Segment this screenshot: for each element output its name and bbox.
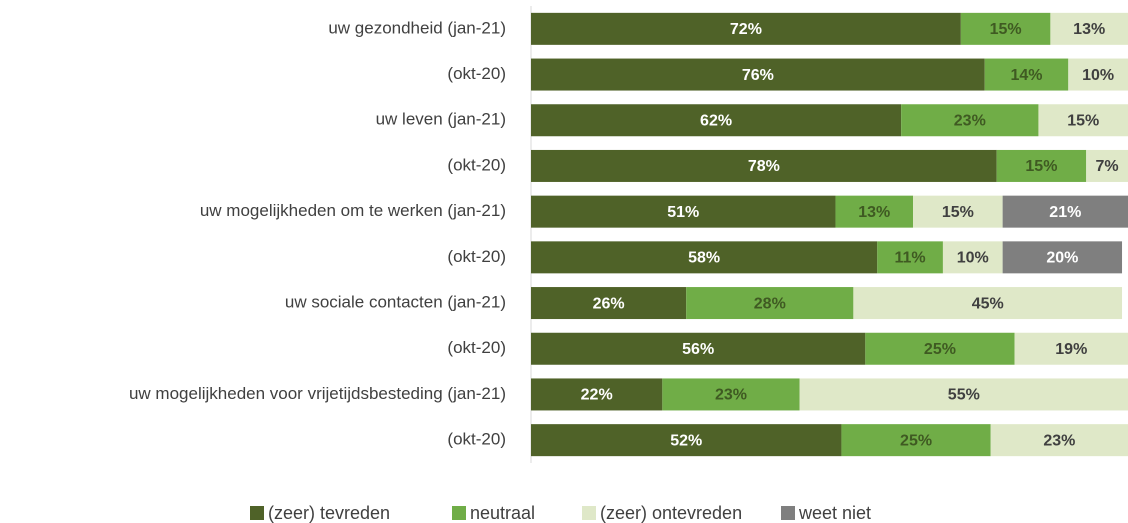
value-label: 25% [900, 432, 932, 449]
value-label: 7% [1096, 158, 1119, 175]
category-label: uw leven (jan-21) [376, 110, 506, 129]
bar-segment [531, 424, 842, 457]
bar-segment [984, 58, 1069, 91]
value-label: 15% [1025, 158, 1057, 175]
value-label: 78% [748, 158, 780, 175]
value-label: 58% [688, 250, 720, 267]
category-label: (okt-20) [447, 247, 506, 266]
bar-segment [1002, 241, 1123, 274]
bar-segment [799, 378, 1128, 411]
value-label: 10% [1082, 67, 1114, 84]
value-label: 22% [581, 387, 613, 404]
value-label: 10% [957, 250, 989, 267]
bar-segment [1068, 58, 1128, 91]
category-label: (okt-20) [447, 155, 506, 174]
value-label: 23% [1043, 432, 1075, 449]
value-label: 11% [895, 250, 926, 267]
value-label: 13% [858, 204, 890, 221]
bar-segment [531, 195, 836, 228]
value-label: 25% [924, 341, 956, 358]
category-label: uw mogelijkheden om te werken (jan-21) [200, 201, 506, 220]
legend-label: weet niet [798, 503, 871, 523]
value-label: 20% [1046, 250, 1078, 267]
category-label: (okt-20) [447, 338, 506, 357]
bar-segment [835, 195, 914, 228]
bar-segment [996, 149, 1087, 182]
bar-segment [901, 104, 1039, 137]
bar-segment [913, 195, 1003, 228]
bar-segment [942, 241, 1003, 274]
bar-segment [531, 58, 985, 91]
bar-segment [1002, 195, 1128, 228]
value-label: 72% [730, 21, 762, 38]
bar-segment [1050, 12, 1128, 45]
bar-segment [686, 287, 854, 320]
legend-swatch [452, 506, 466, 520]
category-label: uw sociale contacten (jan-21) [285, 293, 506, 312]
bar-segment [841, 424, 991, 457]
value-label: 15% [990, 21, 1022, 38]
value-label: 14% [1010, 67, 1042, 84]
value-label: 19% [1055, 341, 1087, 358]
bar-segment [853, 287, 1123, 320]
legend-swatch [582, 506, 596, 520]
bar-segment [662, 378, 800, 411]
value-label: 21% [1049, 204, 1081, 221]
value-label: 13% [1073, 21, 1105, 38]
legend-label: neutraal [470, 503, 535, 523]
legend-label: (zeer) tevreden [268, 503, 390, 523]
value-label: 23% [715, 387, 747, 404]
legend-swatch [250, 506, 264, 520]
bar-segment [531, 378, 663, 411]
value-label: 15% [1067, 112, 1099, 129]
value-label: 45% [972, 295, 1004, 312]
bar-segment [531, 241, 878, 274]
value-label: 62% [700, 112, 732, 129]
value-label: 55% [948, 387, 980, 404]
value-label: 76% [742, 67, 774, 84]
bar-segment [877, 241, 943, 274]
bar-segment [960, 12, 1051, 45]
bar-segment [1038, 104, 1128, 137]
category-label: uw gezondheid (jan-21) [328, 18, 506, 37]
bar-segment [531, 332, 866, 365]
category-label: uw mogelijkheden voor vrijetijdsbestedin… [129, 384, 506, 403]
bar-segment [531, 104, 902, 137]
value-label: 51% [667, 204, 699, 221]
bar-segment [531, 12, 961, 45]
value-label: 52% [670, 432, 702, 449]
value-label: 23% [954, 112, 986, 129]
legend-label: (zeer) ontevreden [600, 503, 742, 523]
category-label: (okt-20) [447, 64, 506, 83]
value-label: 15% [942, 204, 974, 221]
legend-swatch [781, 506, 795, 520]
value-label: 26% [593, 295, 625, 312]
bar-segment [531, 149, 997, 182]
bar-segment [1014, 332, 1128, 365]
bar-segment [531, 287, 687, 320]
value-label: 28% [754, 295, 786, 312]
category-label: (okt-20) [447, 430, 506, 449]
bar-segment [990, 424, 1128, 457]
bar-segment [865, 332, 1015, 365]
bar-segment [1086, 149, 1128, 182]
value-label: 56% [682, 341, 714, 358]
